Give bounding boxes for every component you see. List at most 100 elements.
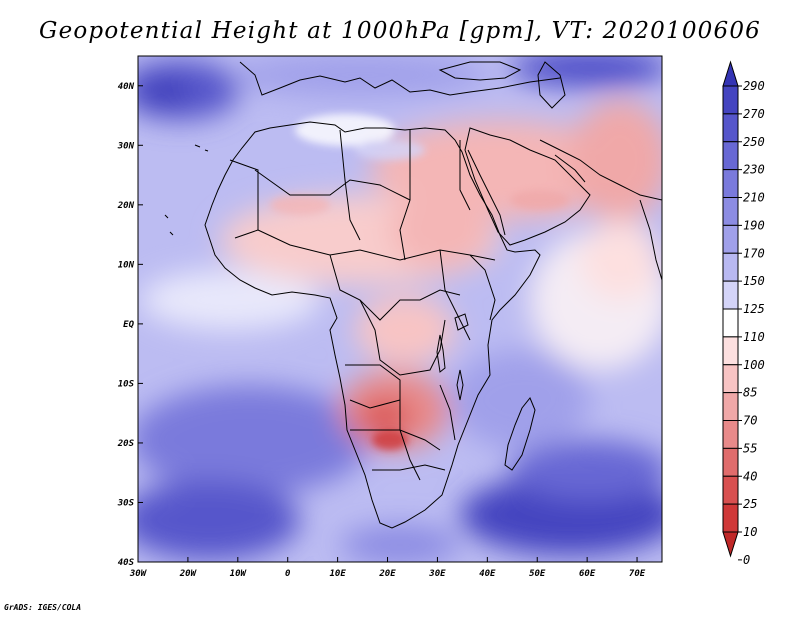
lat-tick-label: 30N (117, 141, 135, 151)
high-mediterranean (230, 56, 490, 97)
colorbar-label: 40 (743, 469, 757, 483)
colorbar-label: 190 (743, 218, 765, 232)
lon-tick-label: 0 (285, 569, 291, 579)
high-indian-ocean (510, 440, 662, 500)
colorbar-swatch (722, 280, 739, 310)
lon-tick-label: 50E (529, 569, 546, 579)
colorbar-label: 10 (743, 525, 757, 539)
low-core-kalahari (360, 400, 410, 436)
lat-tick-label: 20S (117, 439, 135, 449)
coastlines-and-borders (164, 61, 662, 529)
colorbar-label: 110 (743, 330, 765, 344)
colorbar: 2902702502302101901701501251101008570554… (722, 60, 765, 567)
colorbar-swatch (722, 308, 739, 338)
colorbar-swatch (722, 503, 739, 533)
high-core-atlantic (140, 78, 190, 106)
lon-tick-label: 20W (179, 569, 198, 579)
colorbar-swatch (722, 392, 739, 421)
colorbar-label: 85 (743, 386, 757, 400)
lon-tick-label: 10W (230, 569, 248, 579)
lat-tick-label: EQ (123, 320, 134, 330)
colorbar-swatch (722, 447, 739, 477)
high-sw-atlantic (138, 480, 300, 560)
border-sahara-4 (459, 140, 471, 211)
africa-coastline (204, 121, 541, 529)
lon-tick-label: 30W (129, 569, 148, 579)
low-arabian-sea (580, 220, 660, 300)
colorbar-label: 55 (743, 441, 757, 455)
lon-tick-label: 30E (428, 569, 446, 579)
colorbar-arrow-top (722, 60, 739, 87)
colorbar-label: 210 (743, 191, 765, 205)
lon-tick-label: 60E (579, 569, 596, 579)
colorbar-arrow-bottom (722, 531, 739, 558)
colorbar-swatch (722, 113, 739, 143)
border-west-africa (229, 159, 259, 239)
colorbar-swatch (722, 336, 739, 366)
colorbar-label: 125 (743, 302, 765, 316)
border-southern-4 (372, 464, 446, 471)
map-title: Geopotential Height at 1000hPa [gpm], VT… (39, 18, 761, 44)
colorbar-swatch (722, 197, 739, 226)
lat-tick-label: 40N (118, 82, 135, 92)
high-south-atlantic (138, 385, 370, 495)
low-sudan (390, 190, 490, 270)
lat-tick-label: 20N (117, 201, 135, 211)
border-central-1 (329, 254, 461, 321)
lat-tick-label: 10N (118, 260, 135, 270)
lon-tick-label: 10E (329, 569, 346, 579)
border-sahel (257, 229, 496, 261)
asia-coastline (539, 139, 662, 201)
colorbar-swatch (722, 475, 739, 505)
colorbar-label: 290 (743, 79, 765, 93)
colorbar-swatch (722, 141, 739, 171)
border-sahara-3 (399, 130, 411, 261)
caspian-coastline (537, 61, 566, 109)
latitude-axis: 40N 30N 20N 10N EQ 10S 20S 30S 40S (117, 82, 143, 568)
cape-verde (164, 214, 174, 236)
lat-tick-label: 40S (118, 558, 135, 568)
colorbar-swatch (722, 224, 739, 254)
border-central-2 (439, 249, 471, 341)
low-congo (355, 295, 455, 365)
colorbar-label: 70 (743, 414, 757, 428)
grads-footer: GrADS: IGES/COLA (4, 603, 82, 612)
persian-gulf (554, 154, 586, 183)
border-sahara-1 (254, 169, 411, 201)
border-angola (345, 364, 401, 409)
map-frame (137, 55, 663, 563)
geopotential-height-field (138, 56, 662, 562)
colorbar-label: 230 (743, 163, 765, 177)
lake-victoria (454, 313, 469, 331)
black-sea-coastline (438, 61, 522, 81)
colorbar-swatch (722, 169, 739, 198)
longitude-axis: 30W 20W 10W 0 10E 20E 30E 40E 50E 60E 70E (129, 557, 646, 579)
border-east-africa (469, 254, 496, 321)
lake-tanganyika (436, 334, 446, 373)
colorbar-label: 25 (743, 497, 757, 511)
border-southern-3 (439, 384, 456, 441)
border-sahara-2 (339, 129, 361, 241)
transition-gulf-guinea (140, 270, 320, 330)
madagascar-coastline (504, 397, 536, 471)
lon-tick-label: 70E (629, 569, 646, 579)
colorbar-label: 0 (743, 553, 750, 567)
canary-islands (194, 144, 209, 152)
colorbar-label: 170 (743, 246, 765, 260)
lon-tick-label: 40E (479, 569, 496, 579)
colorbar-label: 100 (743, 358, 765, 372)
colorbar-label: 250 (743, 135, 765, 149)
field-smooth-layer (138, 56, 662, 562)
colorbar-label: 150 (743, 274, 765, 288)
high-madagascar-sea (450, 350, 590, 450)
colorbar-swatch (722, 364, 739, 394)
colorbar-swatch (722, 420, 739, 449)
border-southern-2 (399, 400, 421, 481)
arabia-coastline (464, 127, 591, 246)
lon-tick-label: 20E (378, 569, 396, 579)
lat-tick-label: 10S (118, 379, 135, 389)
lat-tick-label: 30S (117, 498, 135, 508)
field-detail-layer (270, 114, 570, 450)
red-sea (467, 149, 506, 236)
